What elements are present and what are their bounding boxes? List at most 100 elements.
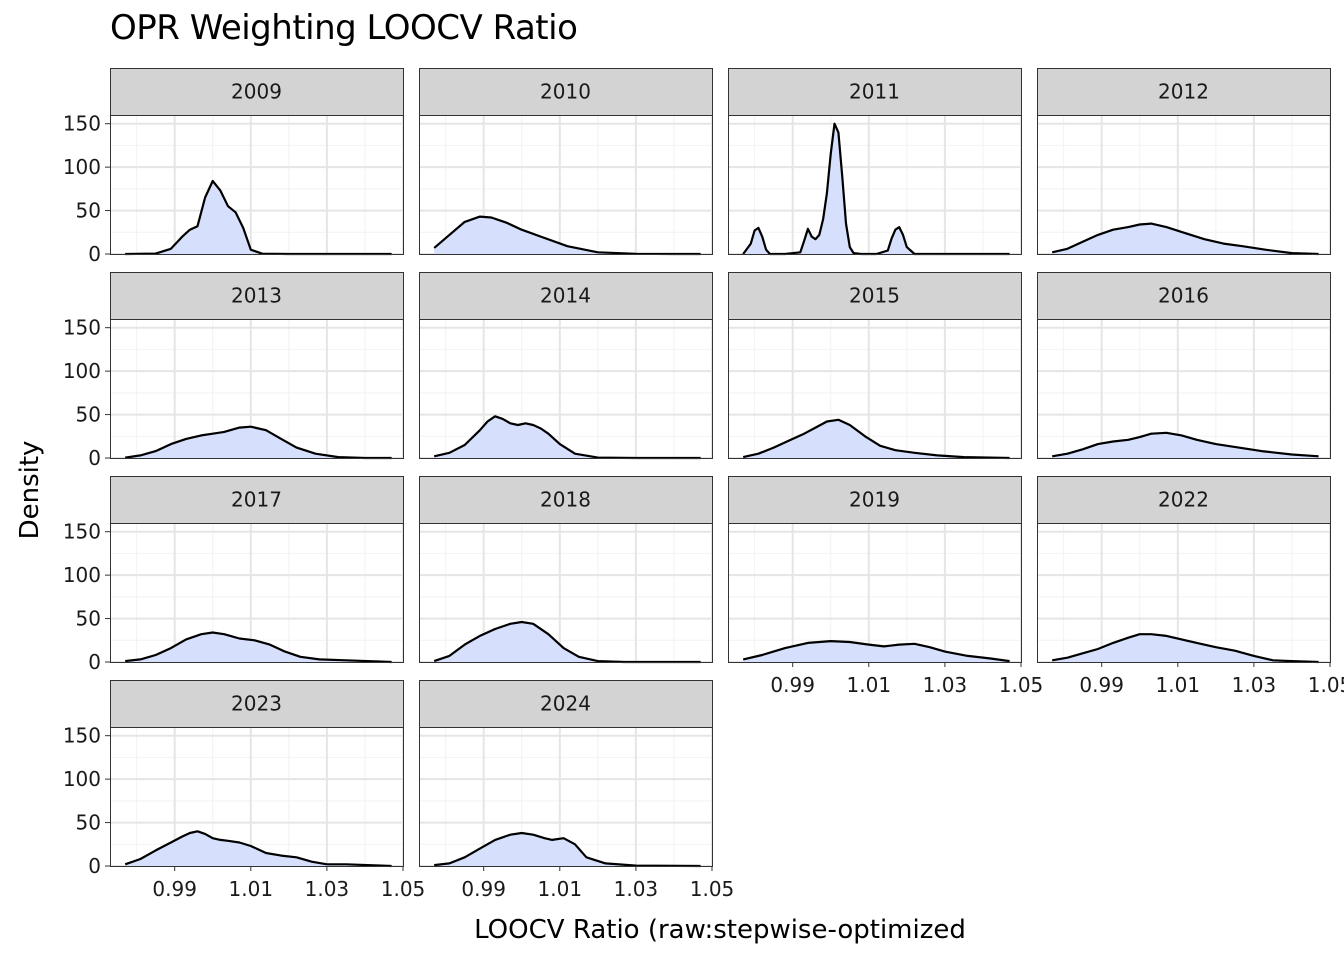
x-tick-label: 0.99 [770, 673, 815, 697]
facet-strip-label: 2023 [231, 692, 282, 716]
panel-border [419, 115, 713, 255]
x-tick-label: 1.03 [923, 673, 968, 697]
facet-strip [419, 272, 713, 320]
x-tick-label: 1.05 [690, 877, 735, 901]
y-tick-label: 0 [88, 446, 101, 470]
panel-background [728, 319, 1022, 459]
facet-strip-label: 2010 [540, 80, 591, 104]
density-area [434, 216, 701, 254]
panel-background [728, 115, 1022, 255]
density-area [125, 632, 392, 662]
density-curve [433, 620, 701, 664]
density-area [743, 419, 1010, 458]
y-tick-label: 0 [88, 854, 101, 878]
panel-border [419, 523, 713, 663]
density-curve [742, 122, 1010, 256]
panel-border [728, 319, 1022, 459]
density-curve [1051, 222, 1319, 256]
y-tick-label: 100 [63, 155, 101, 179]
x-tick-label: 1.01 [229, 877, 274, 901]
facet-strip-label: 2019 [849, 488, 900, 512]
density-area [125, 426, 392, 458]
y-tick-label: 0 [88, 242, 101, 266]
x-tick-label: 1.05 [999, 673, 1044, 697]
facet-strip-label: 2012 [1158, 80, 1209, 104]
facet-strip-label: 2018 [540, 488, 591, 512]
facet-strip [110, 272, 404, 320]
facet-strip-label: 2013 [231, 284, 282, 308]
x-tick-label: 1.03 [1232, 673, 1277, 697]
density-area [434, 833, 701, 866]
x-tick-label: 1.01 [1156, 673, 1201, 697]
panel-background [419, 523, 713, 663]
facet-strip-label: 2014 [540, 284, 591, 308]
panel-border [419, 727, 713, 867]
panel-background [110, 727, 404, 867]
density-area [1052, 432, 1319, 458]
y-tick-label: 150 [63, 724, 101, 748]
panel-border [110, 115, 404, 255]
panel-border [1037, 523, 1331, 663]
y-tick-label: 50 [76, 199, 101, 223]
y-tick-label: 50 [76, 607, 101, 631]
x-tick-label: 1.01 [847, 673, 892, 697]
x-tick-label: 0.99 [1079, 673, 1124, 697]
facet-strip-label: 2009 [231, 80, 282, 104]
facet-strip [728, 476, 1022, 524]
density-curve [125, 179, 392, 256]
facet-strip [419, 680, 713, 728]
facet-strip [419, 68, 713, 116]
facet-strip-label: 2022 [1158, 488, 1209, 512]
facet-strip [728, 272, 1022, 320]
y-tick-label: 150 [63, 112, 101, 136]
facet-strip [728, 68, 1022, 116]
y-tick-label: 50 [76, 811, 101, 835]
facet-strip [110, 680, 404, 728]
density-curve [125, 631, 392, 664]
y-tick-label: 100 [63, 563, 101, 587]
panel-background [419, 319, 713, 459]
panel-border [110, 727, 404, 867]
density-curve [125, 425, 392, 460]
panel-background [1037, 115, 1331, 255]
y-tick-label: 100 [63, 359, 101, 383]
panel-border [419, 319, 713, 459]
panel-border [728, 115, 1022, 255]
density-area [434, 416, 701, 458]
density-area [1052, 223, 1319, 254]
panel-border [110, 319, 404, 459]
x-tick-label: 1.01 [538, 877, 583, 901]
facet-strip [1037, 68, 1331, 116]
density-curve [1052, 633, 1319, 664]
facet-strip-label: 2016 [1158, 284, 1209, 308]
density-curve [433, 215, 701, 256]
panel-border [1037, 115, 1331, 255]
density-area [125, 181, 392, 254]
panel-background [728, 523, 1022, 663]
x-axis-title: LOOCV Ratio (raw:stepwise-optimized [474, 915, 966, 945]
y-tick-label: 0 [88, 650, 101, 674]
x-tick-label: 0.99 [152, 877, 197, 901]
density-curve [742, 418, 1010, 460]
y-tick-label: 150 [63, 316, 101, 340]
panel-border [1037, 319, 1331, 459]
panel-background [110, 523, 404, 663]
facet-strip-label: 2015 [849, 284, 900, 308]
facet-strip [1037, 476, 1331, 524]
panel-background [110, 115, 404, 255]
panel-border [110, 523, 404, 663]
x-tick-label: 1.05 [381, 877, 426, 901]
facet-strip [110, 68, 404, 116]
density-curve [433, 415, 701, 460]
density-area [125, 831, 392, 866]
y-tick-label: 100 [63, 767, 101, 791]
x-tick-label: 1.03 [614, 877, 659, 901]
y-tick-label: 150 [63, 520, 101, 544]
facet-strip-label: 2024 [540, 692, 591, 716]
y-axis-title: Density [15, 441, 45, 540]
y-tick-label: 50 [76, 403, 101, 427]
facet-strip-label: 2011 [849, 80, 900, 104]
x-tick-label: 0.99 [461, 877, 506, 901]
facet-strip-label: 2017 [231, 488, 282, 512]
